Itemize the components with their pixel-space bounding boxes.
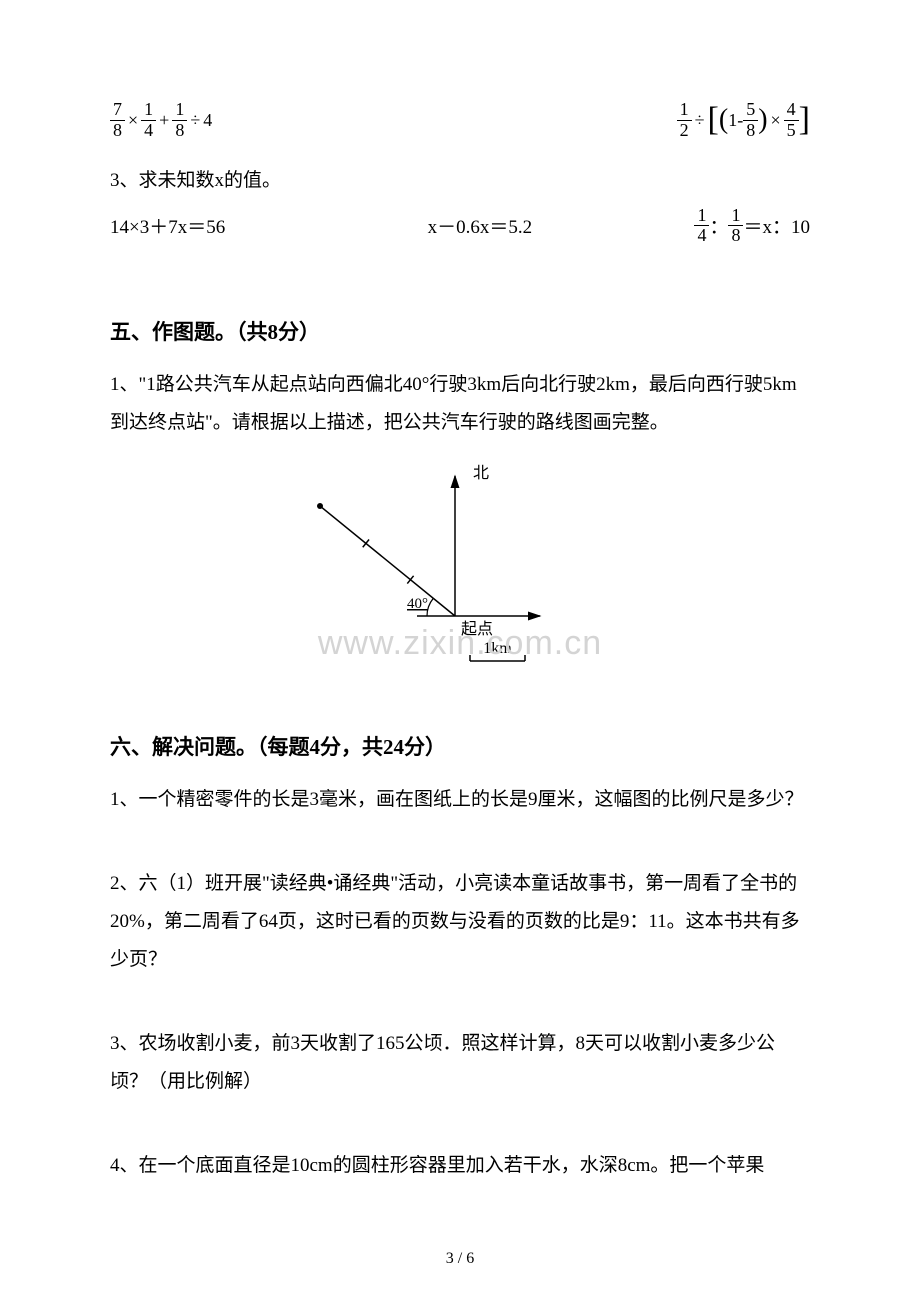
- denominator: 2: [677, 121, 692, 141]
- question-6-4: 4、在一个底面直径是10cm的圆柱形容器里加入若干水，水深8cm。把一个苹果: [110, 1147, 810, 1185]
- fraction: 1 4: [141, 100, 156, 141]
- text: 1-: [728, 110, 743, 131]
- section-6-head: 六、解决问题。（每题4分，共24分）: [110, 731, 810, 761]
- math-expressions-row: 7 8 × 1 4 + 1 8 ÷ 4 1 2 ÷ [ ( 1- 5 8 ) ×…: [110, 100, 810, 141]
- question-6-3: 3、农场收割小麦，前3天收割了165公顷．照这样计算，8天可以收割小麦多少公顷？…: [110, 1025, 810, 1101]
- denominator: 4: [694, 226, 709, 246]
- bracket-left: [: [708, 103, 719, 137]
- fraction: 1 2: [677, 100, 692, 141]
- fraction: 7 8: [110, 100, 125, 141]
- denominator: 5: [784, 121, 799, 141]
- page-footer: 3 / 6: [0, 1250, 920, 1268]
- fraction: 1 8: [728, 206, 743, 247]
- numerator: 4: [784, 100, 799, 121]
- expr-1: 7 8 × 1 4 + 1 8 ÷ 4: [110, 100, 212, 141]
- paren-right: ): [758, 106, 767, 134]
- operator: +: [159, 110, 169, 131]
- paren-left: (: [719, 106, 728, 134]
- fraction: 1 8: [172, 100, 187, 141]
- operator: ×: [128, 110, 138, 131]
- denominator: 8: [743, 121, 758, 141]
- numerator: 5: [743, 100, 758, 121]
- denominator: 8: [110, 121, 125, 141]
- bracket-right: ]: [799, 103, 810, 137]
- question-6-1: 1、一个精密零件的长是3毫米，画在图纸上的长是9厘米，这幅图的比例尺是多少？: [110, 781, 810, 819]
- question-6-2: 2、六（1）班开展"读经典•诵经典"活动，小亮读本童话故事书，第一周看了全书的2…: [110, 865, 810, 979]
- operator: ÷: [190, 110, 200, 131]
- svg-text:40°: 40°: [407, 596, 428, 612]
- colon: ：: [709, 212, 728, 239]
- numerator: 1: [172, 100, 187, 121]
- numerator: 1: [141, 100, 156, 121]
- diagram-container: 北40°起点1km www.zixin.com.cn: [110, 456, 810, 691]
- numerator: 7: [110, 100, 125, 121]
- equation-3: 1 4 ： 1 8 ＝x：10: [694, 206, 810, 247]
- denominator: 8: [172, 121, 187, 141]
- operator: ×: [771, 110, 781, 131]
- numerator: 1: [677, 100, 692, 121]
- numerator: 1: [728, 206, 743, 227]
- section-5-head: 五、作图题。（共8分）: [110, 316, 810, 346]
- fraction: 5 8: [743, 100, 758, 141]
- svg-text:北: 北: [473, 464, 489, 482]
- equation-1: 14×3＋7x＝56: [110, 212, 225, 239]
- equation-2: x－0.6x＝5.2: [428, 212, 533, 239]
- equations-row: 14×3＋7x＝56 x－0.6x＝5.2 1 4 ： 1 8 ＝x：10: [110, 206, 810, 247]
- fraction: 4 5: [784, 100, 799, 141]
- watermark-text: www.zixin.com.cn: [318, 624, 602, 663]
- expr-2: 1 2 ÷ [ ( 1- 5 8 ) × 4 5 ]: [677, 100, 810, 141]
- question-3-label: 3、求未知数x的值。: [110, 165, 810, 192]
- operator: ÷: [695, 110, 705, 131]
- section-5-para: 1、"1路公共汽车从起点站向西偏北40°行驶3km后向北行驶2km，最后向西行驶…: [110, 366, 810, 442]
- denominator: 4: [141, 121, 156, 141]
- tail: ＝x：10: [743, 212, 810, 239]
- denominator: 8: [728, 226, 743, 246]
- numerator: 1: [694, 206, 709, 227]
- fraction: 1 4: [694, 206, 709, 247]
- number: 4: [203, 110, 212, 131]
